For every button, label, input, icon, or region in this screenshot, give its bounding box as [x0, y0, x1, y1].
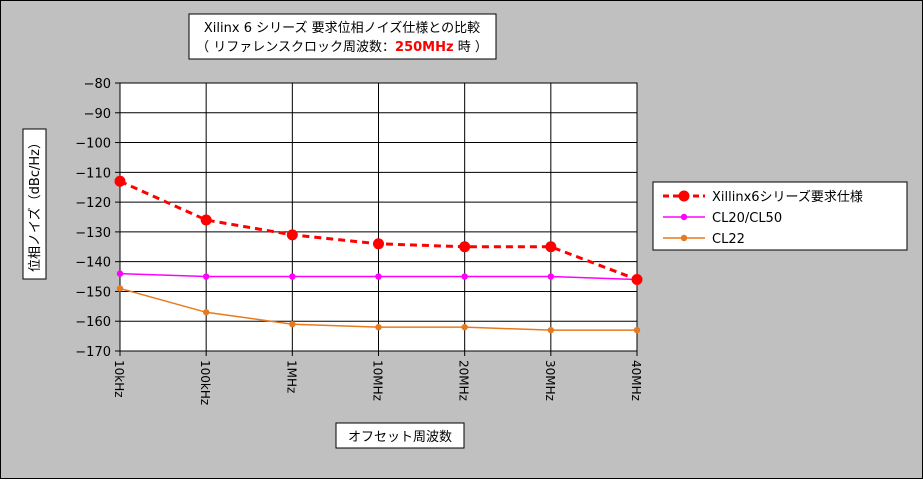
title-line-2-prefix: （ リファレンスクロック周波数：	[196, 40, 395, 55]
data-point	[286, 229, 298, 241]
data-point	[547, 326, 555, 334]
x-tick-label: 1MHz	[284, 360, 298, 393]
legend-label: CL20/CL50	[712, 211, 782, 226]
y-tick-label: −110	[75, 166, 111, 181]
x-axis-label-text: オフセット周波数	[348, 430, 452, 445]
chart-title: Xilinx 6 シリーズ 要求位相ノイズ仕様との比較 （ リファレンスクロック…	[188, 13, 497, 60]
data-point	[375, 323, 382, 331]
data-point	[114, 175, 126, 187]
title-line-1: Xilinx 6 シリーズ 要求位相ノイズ仕様との比較	[204, 20, 480, 36]
x-tick-label: 20MHz	[457, 360, 471, 401]
title-box	[188, 13, 497, 60]
data-point	[459, 241, 471, 253]
legend-label: Xillinx6シリーズ要求仕様	[712, 189, 863, 205]
legend: Xillinx6シリーズ要求仕様 CL20/CL50 CL22	[652, 181, 908, 251]
y-tick-label: −160	[75, 315, 111, 330]
legend-marker	[680, 234, 688, 242]
y-axis: −80 −90 −100 −110 −120 −130 −140 −150 −160 −170	[75, 77, 120, 360]
data-point	[547, 273, 555, 280]
data-point	[202, 309, 210, 316]
data-point	[289, 321, 296, 328]
data-point	[289, 273, 296, 280]
y-tick-label: −100	[75, 137, 111, 152]
x-tick-label: 30MHz	[543, 360, 557, 401]
series-group	[114, 175, 643, 334]
legend-marker	[680, 213, 688, 221]
title-line-2: （ リファレンスクロック周波数：250MHz 時 ）	[196, 40, 488, 55]
y-axis-label-box	[22, 128, 47, 280]
data-point	[633, 326, 641, 334]
x-axis: 10kHz 100kHz 1MHz 10MHz 20MHz 30MHz 40MHz	[112, 351, 643, 405]
legend-marker	[678, 190, 690, 202]
y-tick-label: −120	[75, 196, 111, 211]
x-tick-label: 10MHz	[371, 360, 385, 401]
x-axis-label: オフセット周波数	[335, 422, 465, 449]
data-point	[461, 273, 468, 280]
legend-label: CL22	[712, 232, 745, 247]
gridlines	[119, 82, 638, 352]
y-tick-label: −170	[75, 345, 111, 360]
y-axis-label-text: 位相ノイズ（dBc/Hz）	[27, 136, 43, 272]
x-axis-label-box	[335, 422, 465, 449]
title-line-2-suffix: 時 ）	[454, 40, 488, 55]
x-tick-label: 40MHz	[629, 360, 643, 401]
data-point	[116, 285, 124, 292]
y-tick-label: −80	[84, 77, 111, 92]
data-point	[202, 273, 210, 280]
y-tick-label: −90	[84, 107, 111, 122]
title-line-2-highlight: 250MHz	[395, 40, 454, 55]
data-point	[373, 238, 384, 250]
data-point	[461, 323, 468, 331]
x-tick-label: 100kHz	[198, 360, 212, 405]
data-point	[375, 273, 382, 280]
data-point	[200, 214, 212, 226]
data-point	[545, 241, 557, 253]
y-tick-label: −140	[75, 256, 111, 271]
y-tick-label: −150	[75, 285, 111, 300]
y-axis-label: 位相ノイズ（dBc/Hz）	[22, 128, 47, 280]
data-point	[116, 270, 124, 277]
x-tick-label: 10kHz	[112, 360, 126, 398]
data-point	[631, 274, 643, 286]
y-tick-label: −130	[75, 226, 111, 241]
